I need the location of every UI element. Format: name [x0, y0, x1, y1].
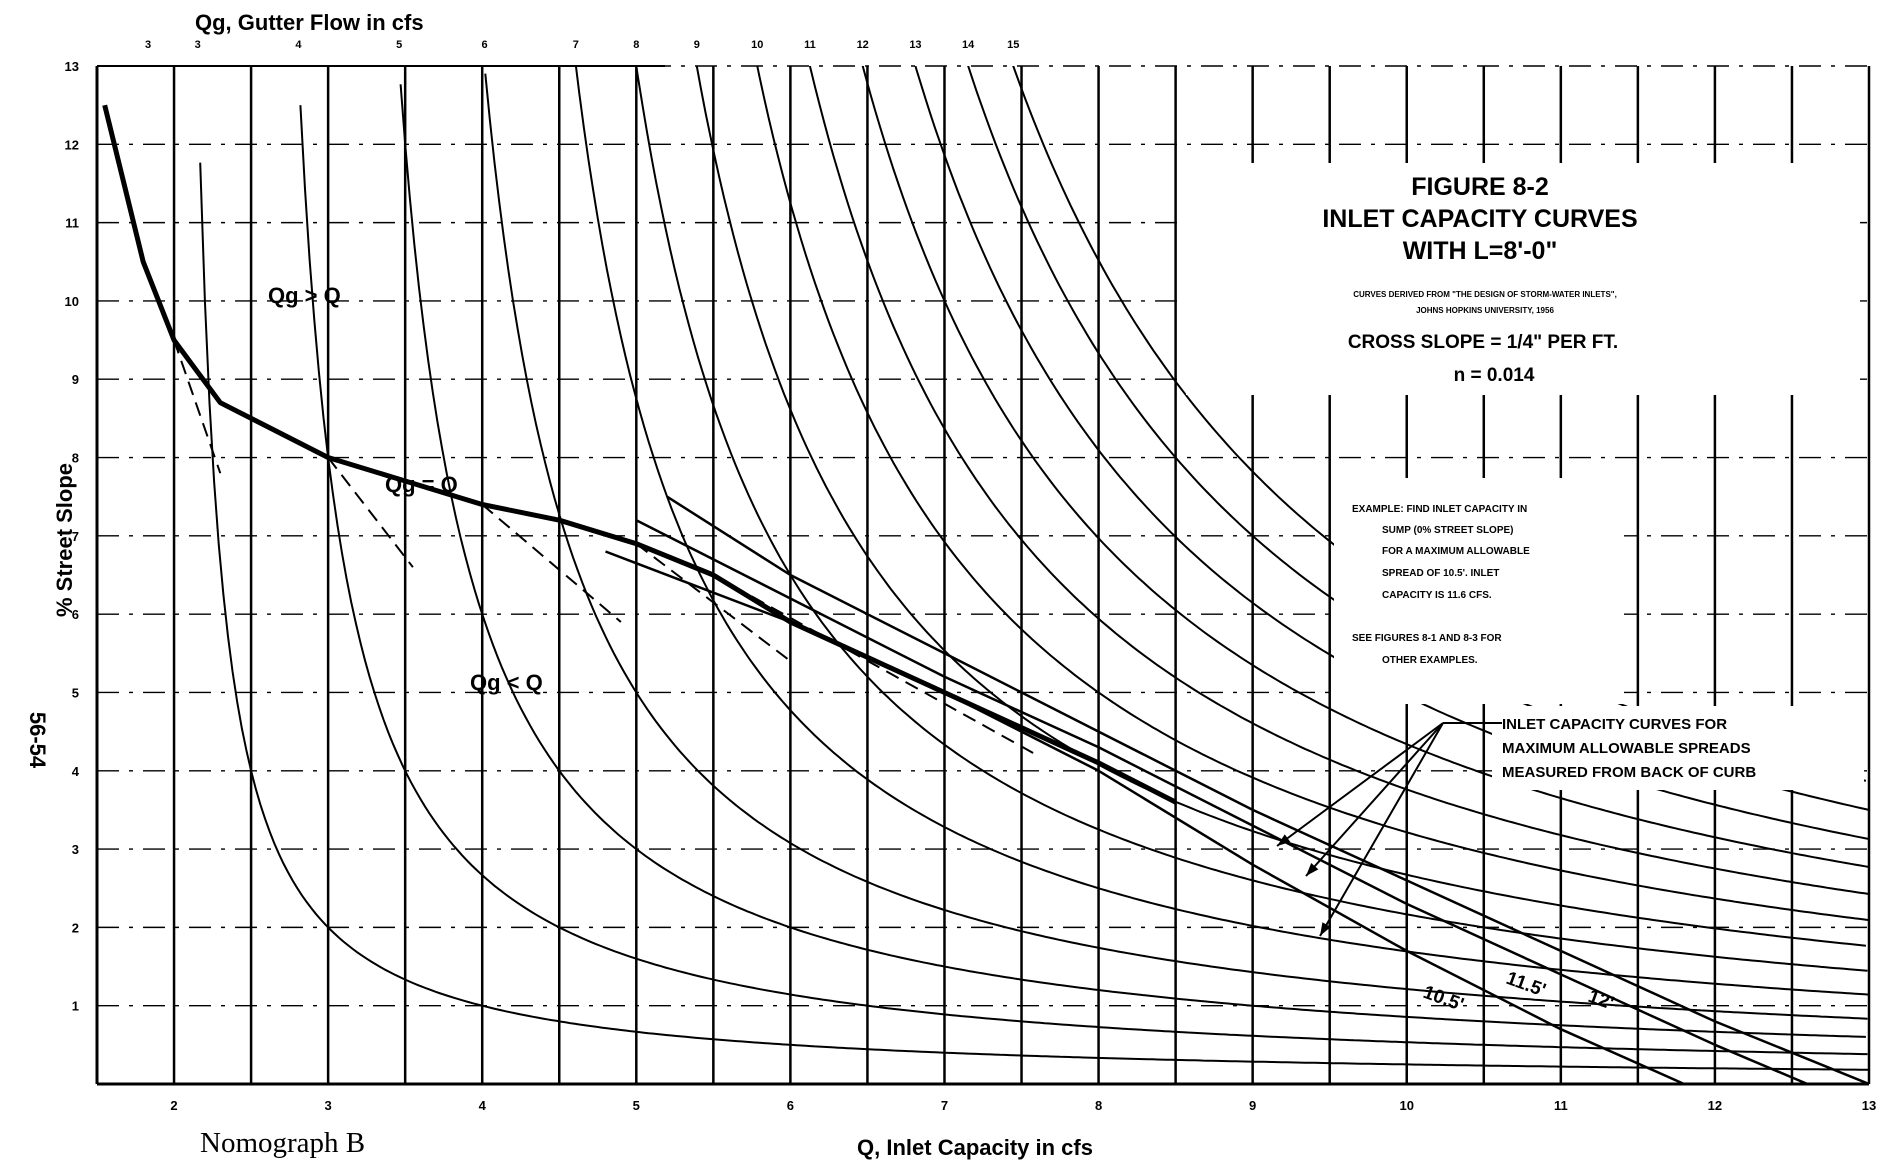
x-tick-label: 3 [325, 1098, 332, 1113]
callout-arrow-line [1276, 722, 1444, 847]
dashed-line [173, 339, 222, 474]
callout-line-3: MEASURED FROM BACK OF CURB [1502, 764, 1756, 781]
top-tick-label: 8 [633, 39, 639, 51]
callout-arrowhead [1306, 863, 1319, 876]
y-tick-label: 5 [72, 685, 79, 700]
top-tick-label: 9 [694, 39, 700, 51]
gutter-flow-curve [808, 66, 1869, 895]
example-line-3: FOR A MAXIMUM ALLOWABLE [1382, 546, 1530, 557]
x-tick-label: 6 [787, 1098, 794, 1113]
axes [95, 65, 1869, 1086]
dashed-lines [173, 339, 1038, 756]
callout-arrow-line [1319, 722, 1444, 937]
series-spread-curve [635, 519, 1808, 1084]
plot-area [102, 66, 1869, 1084]
source-line-1: CURVES DERIVED FROM "THE DESIGN OF STORM… [1353, 290, 1617, 299]
dashed-line [635, 542, 792, 662]
y-tick-label: 6 [72, 607, 79, 622]
y-tick-label: 12 [65, 137, 79, 152]
curve-label-12: 12' [1585, 986, 1616, 1015]
y-tick-label: 7 [72, 529, 79, 544]
dashed-line [327, 456, 414, 568]
top-tick-label: 3 [195, 39, 201, 51]
top-tick-label: 3 [145, 39, 151, 51]
top-tick-label: 4 [295, 39, 302, 51]
x-tick-label: 4 [479, 1098, 487, 1113]
cross-slope-label: CROSS SLOPE = 1/4" PER FT. [1348, 332, 1618, 353]
side-label: 56-54 [25, 712, 50, 769]
gutter-flow-curve [199, 162, 1869, 1071]
callout-line-1: INLET CAPACITY CURVES FOR [1502, 716, 1727, 733]
y-tick-label: 1 [72, 999, 79, 1014]
caption: Nomograph B [200, 1127, 365, 1159]
example-line-4: SPREAD OF 10.5'. INLET [1382, 568, 1499, 579]
see-line-2: OTHER EXAMPLES. [1382, 655, 1478, 666]
top-axis-title: Qg, Gutter Flow in cfs [195, 10, 424, 35]
example-line-2: SUMP (0% STREET SLOPE) [1382, 525, 1514, 536]
top-tick-label: 12 [857, 39, 869, 51]
y-tick-label: 13 [65, 59, 79, 74]
y-tick-label: 3 [72, 842, 79, 857]
roughness-label: n = 0.014 [1454, 365, 1535, 386]
figure-title: FIGURE 8-2 [1411, 173, 1549, 201]
x-tick-label: 9 [1249, 1098, 1256, 1113]
x-tick-label: 2 [170, 1098, 177, 1113]
gutter-flow-curve [756, 66, 1869, 922]
example-line-5: CAPACITY IS 11.6 CFS. [1382, 590, 1492, 601]
top-tick-label: 15 [1007, 39, 1019, 51]
x-tick-label: 10 [1400, 1098, 1414, 1113]
curve-label-10-5: 10.5' [1420, 982, 1466, 1016]
curve-label-11-5: 11.5' [1503, 968, 1548, 1002]
region-label-equal: Qg = Q [385, 472, 458, 497]
x-tick-label: 5 [633, 1098, 640, 1113]
callout-box [1492, 706, 1864, 790]
source-line-2: JOHNS HOPKINS UNIVERSITY, 1956 [1416, 306, 1554, 315]
callout-line-2: MAXIMUM ALLOWABLE SPREADS [1502, 740, 1751, 757]
gutter-flow-curve [399, 84, 1866, 1038]
series-spread-curve [666, 495, 1869, 1084]
top-tick-label: 13 [909, 39, 921, 51]
see-line-1: SEE FIGURES 8-1 AND 8-3 FOR [1352, 633, 1502, 644]
region-label-above: Qg > Q [268, 283, 341, 308]
x-tick-label: 11 [1554, 1098, 1568, 1113]
callout-arrowhead [1277, 834, 1291, 846]
title-box [1186, 163, 1860, 395]
callout-arrow-line [1305, 722, 1444, 877]
example-line-1: EXAMPLE: FIND INLET CAPACITY IN [1352, 504, 1527, 515]
callout-arrows [1276, 722, 1502, 937]
top-tick-label: 5 [396, 39, 402, 51]
top-tick-label: 7 [573, 39, 579, 51]
gutter-flow-curve [861, 66, 1869, 868]
y-axis-title: % Street Slope [52, 463, 77, 617]
top-tick-label: 6 [482, 39, 488, 51]
callout-arrowhead [1320, 922, 1331, 936]
subtitle-line-1: INLET CAPACITY CURVES [1322, 205, 1637, 233]
example-box [1334, 478, 1624, 704]
region-label-below: Qg < Q [470, 670, 543, 695]
subtitle-line-2: WITH L=8'-0" [1403, 237, 1558, 265]
top-tick-label: 11 [804, 39, 816, 51]
dashed-line [712, 574, 1038, 756]
x-tick-label: 12 [1708, 1098, 1722, 1113]
x-axis-title: Q, Inlet Capacity in cfs [857, 1135, 1093, 1160]
x-tick-label: 7 [941, 1098, 948, 1113]
x-tick-label: 8 [1095, 1098, 1102, 1113]
capacity-series [102, 104, 1869, 1084]
y-tick-label: 10 [65, 294, 79, 309]
y-tick-label: 4 [72, 764, 80, 779]
y-tick-label: 2 [72, 920, 79, 935]
top-tick-label: 14 [962, 39, 975, 51]
y-tick-label: 9 [72, 372, 79, 387]
y-tick-label: 8 [72, 451, 79, 466]
gutter-flow-curve [484, 73, 1868, 1020]
series-spread-curve [605, 550, 1685, 1084]
dashed-line [481, 503, 622, 623]
gutter-flow-curve [574, 66, 1869, 996]
x-tick-label: 13 [1862, 1098, 1876, 1113]
top-tick-label: 10 [751, 39, 763, 51]
y-tick-label: 11 [65, 216, 79, 231]
